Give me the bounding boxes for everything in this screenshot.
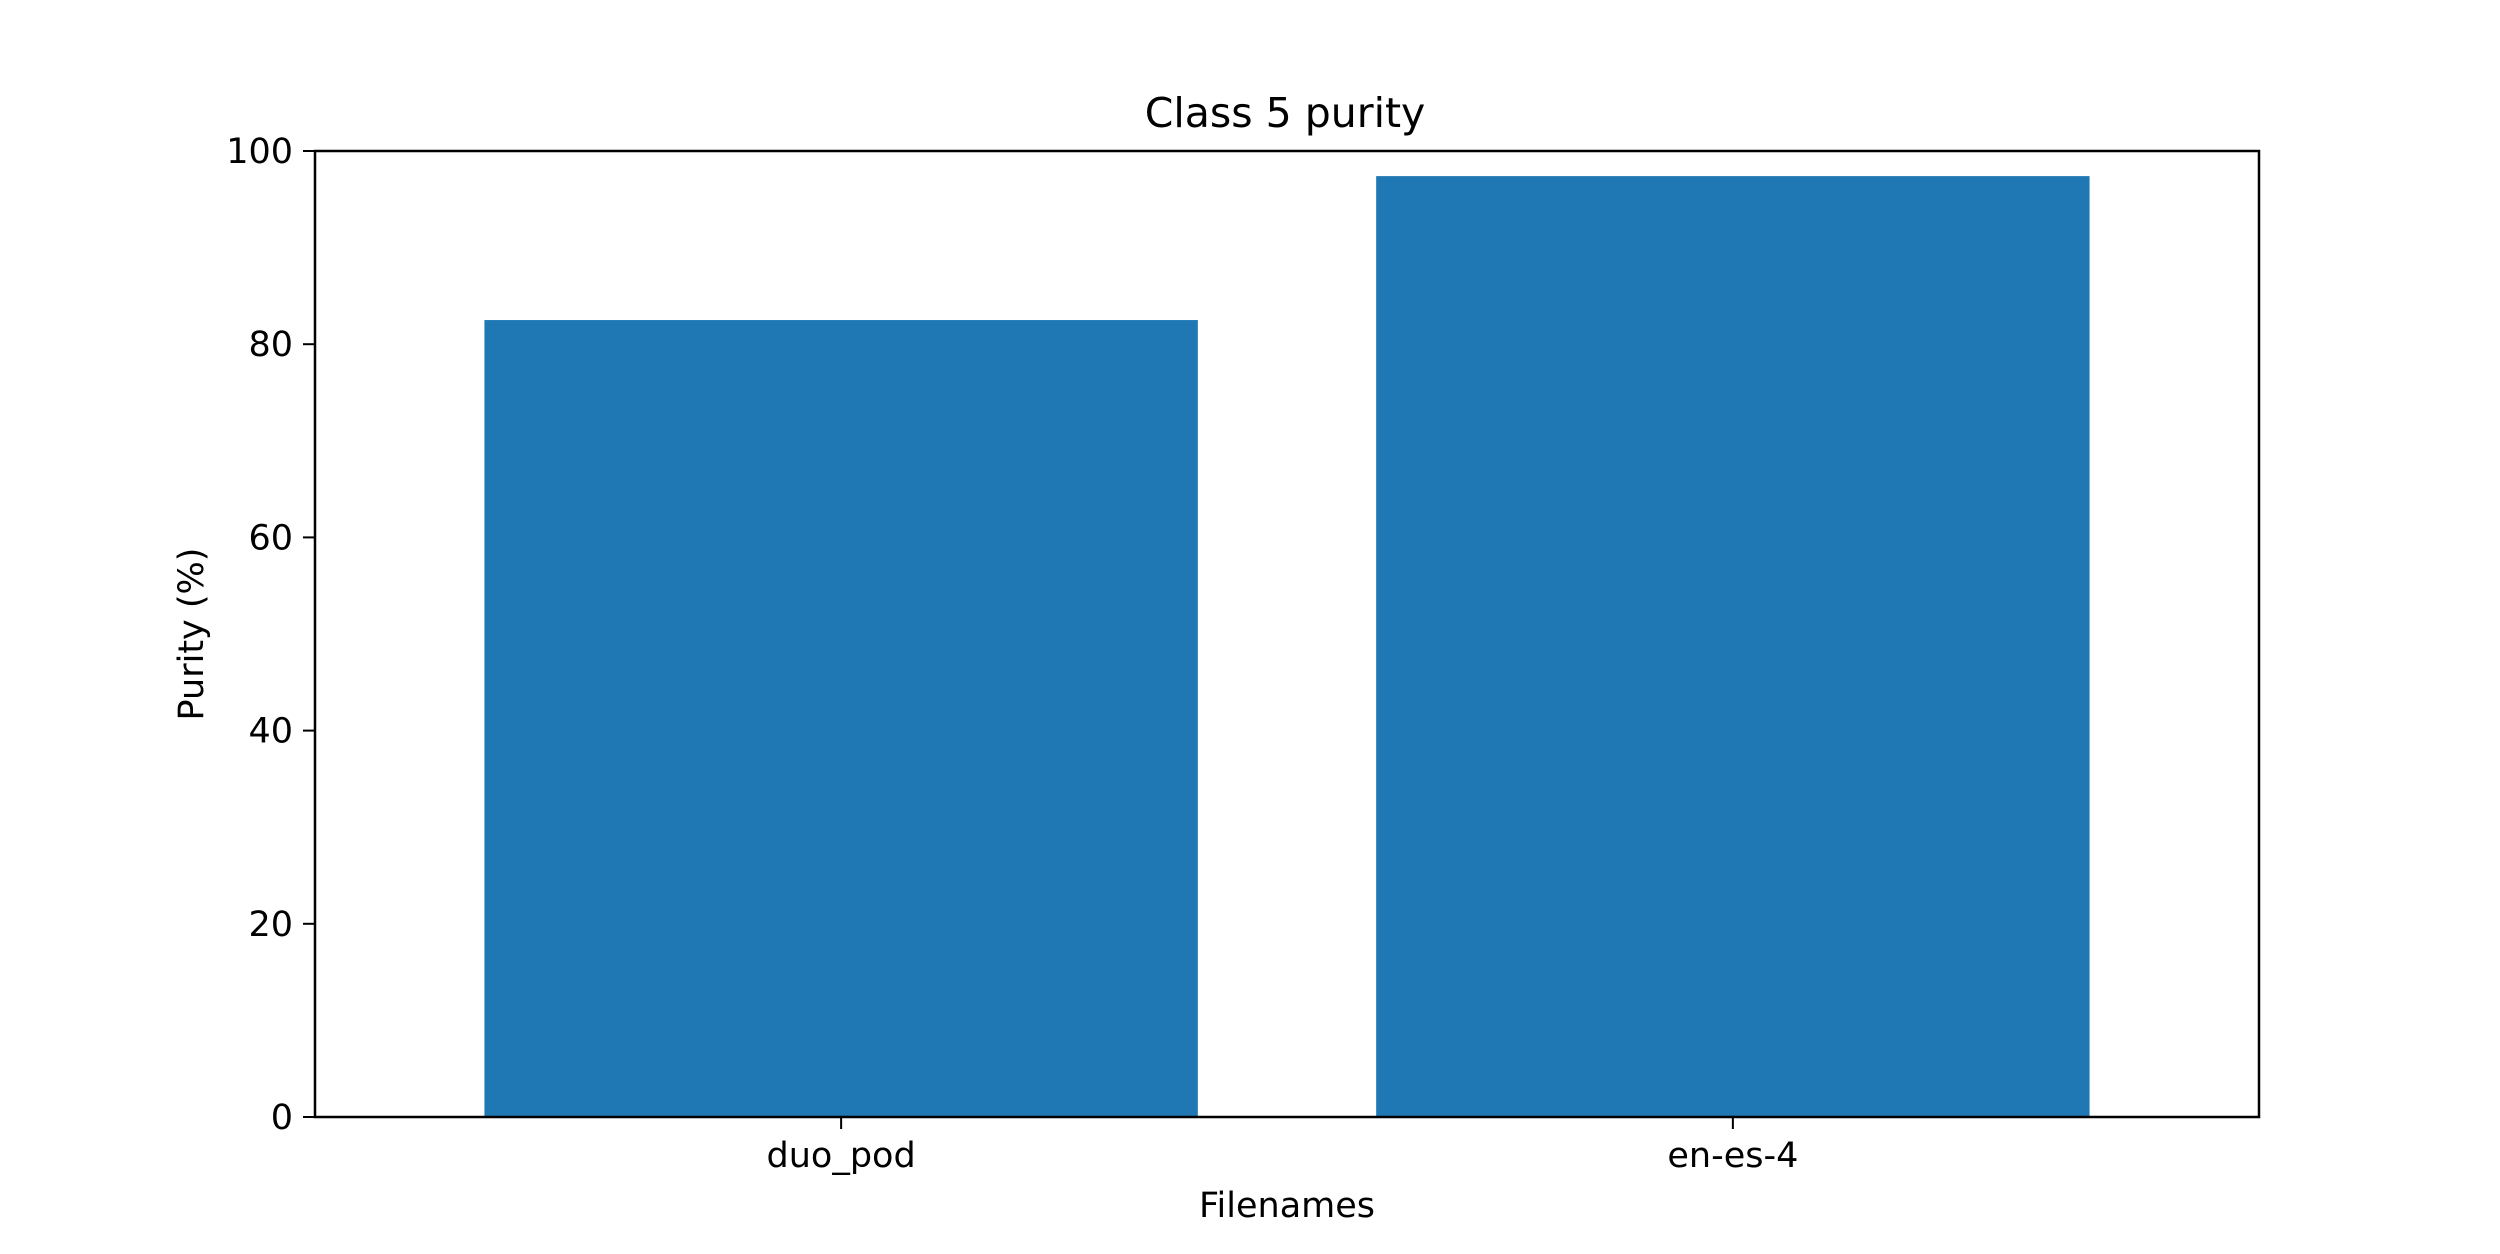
bars-layer xyxy=(484,176,2090,1118)
bar-en-es-4 xyxy=(1376,176,2090,1118)
y-tick-label: 80 xyxy=(248,325,293,365)
y-tick-label: 0 xyxy=(271,1098,293,1138)
plot-frame xyxy=(313,149,2261,1119)
y-axis-ticks: 0 20 40 60 80 100 xyxy=(226,132,315,1138)
chart-title: Class 5 purity xyxy=(1145,89,1426,137)
y-tick-label: 20 xyxy=(248,905,293,945)
y-tick-label: 60 xyxy=(248,518,293,558)
x-tick-label: duo_pod xyxy=(767,1136,916,1176)
x-axis-ticks: duo_pod en-es-4 xyxy=(767,1117,1798,1176)
x-axis-label: Filenames xyxy=(1199,1186,1375,1226)
y-tick-label: 100 xyxy=(226,132,293,172)
x-tick-label: en-es-4 xyxy=(1667,1136,1798,1176)
y-tick-label: 40 xyxy=(248,712,293,752)
bar-duo_pod xyxy=(484,320,1198,1117)
y-axis-label: Purity (%) xyxy=(172,548,212,721)
